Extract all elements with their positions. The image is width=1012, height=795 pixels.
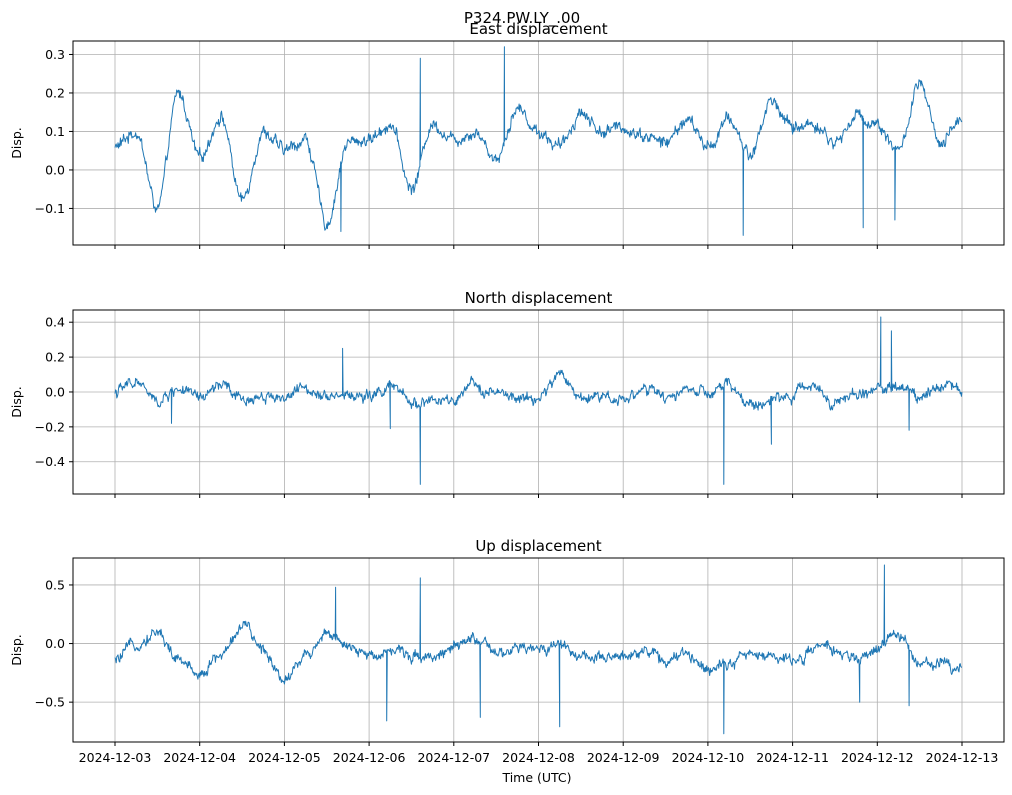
up-axes-frame	[72, 557, 1005, 743]
north-series-line	[114, 316, 963, 485]
east-ytick-label: −0.1	[35, 201, 65, 216]
north-ytick-label: −0.2	[35, 419, 65, 434]
east-y-axis-label: Disp.	[9, 127, 24, 159]
up-xtick-label: 2024-12-05	[248, 750, 321, 765]
east-ytick-label: 0.0	[45, 162, 65, 177]
north-panel: North displacement −0.4 −0.2 0.0 0.2 0.4 Disp.	[9, 289, 1005, 498]
up-xtick-label: 2024-12-10	[672, 750, 745, 765]
north-y-axis-label: Disp.	[9, 386, 24, 418]
figure-suptitle: P324.PW.LY_.00	[464, 9, 580, 28]
east-ytick-label: 0.3	[45, 47, 65, 62]
up-xtick-label: 2024-12-04	[163, 750, 236, 765]
up-y-axis-label: Disp.	[9, 634, 24, 666]
up-panel-title: Up displacement	[475, 537, 601, 555]
east-series-line	[114, 46, 963, 236]
up-series-line	[114, 564, 963, 735]
east-panel: East displacement −0.1 0.0 0.1 0.2 0.3 Disp.	[9, 20, 1005, 249]
up-xtick-label: 2024-12-13	[926, 750, 999, 765]
east-axes-frame	[72, 40, 1005, 246]
north-ytick-label: 0.2	[45, 350, 65, 365]
north-ytick-label: 0.4	[45, 315, 65, 330]
up-xtick-label: 2024-12-12	[841, 750, 914, 765]
up-xtick-label: 2024-12-07	[417, 750, 490, 765]
east-panel-title: East displacement	[469, 20, 607, 38]
up-xtick-label: 2024-12-03	[79, 750, 152, 765]
north-ytick-label: −0.4	[35, 454, 65, 469]
up-xtick-label: 2024-12-09	[587, 750, 660, 765]
east-ytick-label: 0.1	[45, 124, 65, 139]
up-ytick-label: −0.5	[35, 695, 65, 710]
up-xtick-label: 2024-12-08	[502, 750, 575, 765]
east-ytick-label: 0.2	[45, 85, 65, 100]
x-axis-label: Time (UTC)	[501, 770, 571, 785]
up-ytick-label: 0.0	[45, 636, 65, 651]
north-axes-frame	[72, 309, 1005, 495]
up-ytick-label: 0.5	[45, 577, 65, 592]
north-ytick-label: 0.0	[45, 384, 65, 399]
up-panel: Up displacement −0.5 0.0 0.5 Disp. 2024-12-03…	[9, 537, 1005, 765]
up-xtick-label: 2024-12-11	[756, 750, 829, 765]
up-xtick-label: 2024-12-06	[333, 750, 406, 765]
north-panel-title: North displacement	[465, 289, 613, 307]
